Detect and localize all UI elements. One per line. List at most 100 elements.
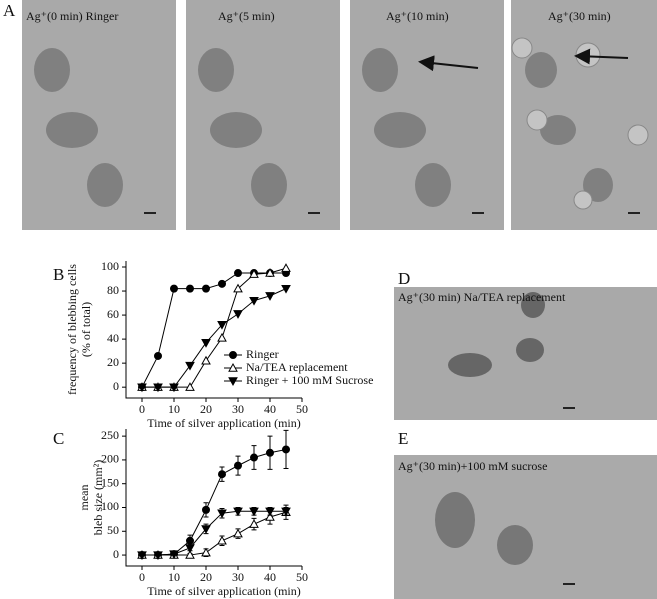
marker [201, 547, 211, 557]
micrograph [394, 455, 657, 599]
marker [202, 505, 210, 514]
marker [249, 296, 259, 306]
y-tick-label: 0 [113, 379, 119, 393]
marker [218, 470, 226, 479]
marker [201, 525, 211, 534]
series-line [142, 511, 287, 556]
marker [153, 551, 163, 561]
marker [169, 383, 179, 393]
panel-label: D [398, 269, 410, 288]
y-tick-label: 100 [101, 499, 119, 513]
y-tick-label: 250 [101, 428, 119, 442]
x-tick-label: 30 [232, 402, 244, 416]
marker [154, 351, 162, 360]
marker [281, 507, 291, 517]
x-tick-label: 40 [264, 570, 276, 584]
x-axis-label: Time of silver application (min) [147, 416, 301, 430]
marker [249, 507, 259, 517]
x-tick-label: 20 [200, 402, 212, 416]
marker [228, 362, 238, 372]
y-tick-label: 0 [113, 547, 119, 561]
marker [234, 461, 242, 470]
marker [137, 551, 147, 561]
y-axis-label: frequency of blebbing cells [65, 264, 79, 395]
marker [169, 550, 179, 560]
marker [229, 351, 237, 359]
y-tick-label: 150 [101, 475, 119, 489]
x-tick-label: 50 [296, 402, 308, 416]
y-axis-label: mean [77, 485, 91, 511]
marker [234, 269, 242, 278]
series-line [142, 510, 286, 556]
y-tick-label: 100 [101, 259, 119, 273]
marker [170, 284, 178, 293]
y-axis-label: bleb size (mm²) [91, 460, 105, 536]
panel-label: B [53, 265, 64, 284]
y-tick-label: 40 [107, 331, 119, 345]
panel-label: A [3, 1, 16, 20]
marker [249, 519, 259, 528]
marker [282, 445, 290, 454]
marker [265, 292, 275, 301]
x-tick-label: 30 [232, 570, 244, 584]
marker [186, 284, 194, 293]
legend-label: Ringer + 100 mM Sucrose [246, 373, 373, 387]
micrographs-a [22, 0, 657, 230]
marker [185, 361, 195, 371]
caption: Ag⁺(30 min) [548, 9, 611, 23]
marker [185, 550, 195, 559]
caption: Ag⁺(5 min) [218, 9, 275, 23]
marker [266, 448, 274, 457]
marker [281, 263, 291, 272]
marker [185, 544, 195, 553]
legend-label: Ringer [246, 347, 279, 361]
marker [217, 535, 227, 545]
axis [125, 261, 302, 399]
x-tick-label: 10 [168, 570, 180, 584]
marker [153, 383, 163, 393]
marker [217, 509, 227, 519]
series-line [141, 272, 286, 388]
marker [250, 453, 258, 462]
x-axis-label: Time of silver application (min) [147, 584, 301, 598]
legend-label: Na/TEA replacement [246, 360, 348, 374]
marker [228, 377, 238, 387]
marker [233, 310, 243, 319]
marker [265, 507, 275, 517]
series-line [142, 448, 287, 556]
marker [217, 332, 227, 342]
marker [217, 320, 227, 330]
y-tick-label: 60 [107, 307, 119, 321]
x-tick-label: 0 [139, 570, 145, 584]
caption: Ag⁺(30 min) Na/TEA replacement [398, 290, 566, 304]
marker [233, 507, 243, 517]
y-tick-label: 50 [107, 523, 119, 537]
caption: Ag⁺(30 min)+100 mM sucrose [398, 459, 547, 473]
y-tick-label: 80 [107, 283, 119, 297]
y-tick-label: 200 [101, 452, 119, 466]
panel-label: C [53, 429, 64, 448]
marker [218, 279, 226, 288]
panel-label: E [398, 429, 408, 448]
marker [137, 383, 147, 393]
marker [201, 339, 211, 348]
marker [201, 355, 211, 365]
caption: Ag⁺(0 min) Ringer [26, 9, 118, 23]
axis [125, 429, 302, 567]
x-tick-label: 20 [200, 570, 212, 584]
x-tick-label: 10 [168, 402, 180, 416]
marker [265, 267, 275, 277]
marker [249, 269, 259, 278]
caption: Ag⁺(10 min) [386, 9, 449, 23]
series-line [142, 288, 287, 388]
marker [233, 283, 243, 293]
y-axis-label: (% of total) [79, 302, 93, 357]
marker [202, 284, 210, 293]
x-tick-label: 40 [264, 402, 276, 416]
y-tick-label: 20 [107, 355, 119, 369]
x-tick-label: 50 [296, 570, 308, 584]
marker [186, 536, 194, 545]
marker [233, 528, 243, 538]
marker [265, 511, 275, 521]
